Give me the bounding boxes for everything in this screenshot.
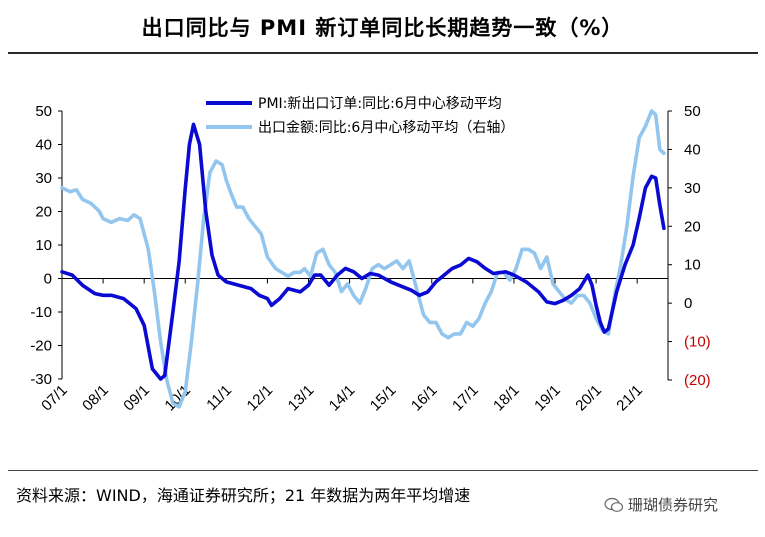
x-tick-label: 20/1 [572,382,605,415]
series-export-line [60,109,666,409]
left-tick-label: 30 [35,170,52,187]
right-tick-label: (20) [684,372,711,389]
left-tick-label: 50 [35,103,52,120]
x-tick-label: 11/1 [203,382,235,414]
title-underline [8,52,758,54]
legend-label: 出口金额:同比:6月中心移动平均（右轴） [258,120,514,136]
x-tick-label: 15/1 [367,382,400,415]
x-tick-label: 17/1 [449,382,482,415]
x-tick-label: 21/1 [613,382,646,415]
chart-area: 50 40 30 20 10 0 -10 -20 -30 50 40 30 20 10 0 (10) (20) 0… [30,96,710,414]
left-tick-label: -30 [30,371,52,388]
series-layer [60,109,666,409]
right-tick-label: 0 [684,295,692,312]
watermark-text: 珊瑚债券研究 [628,496,719,514]
left-tick-label: 40 [35,137,52,154]
footer-rule [8,470,758,471]
right-tick-label: 50 [684,103,701,120]
watermark: 珊瑚债券研究 [604,494,718,515]
chart-title: 出口同比与 PMI 新订单同比长期趋势一致（%） [141,16,624,40]
legend: PMI:新出口订单:同比:6月中心移动平均出口金额:同比:6月中心移动平均（右轴… [206,96,514,136]
left-tick-label: 0 [44,271,52,288]
x-tick-label: 14/1 [326,382,359,415]
axes-layer: 50 40 30 20 10 0 -10 -20 -30 50 40 30 20 10 0 (10) (20) 0… [30,103,710,414]
x-tick-label: 13/1 [285,382,318,415]
right-tick-label: 40 [684,141,701,158]
wechat-icon [604,497,624,512]
x-tick-label: 09/1 [120,382,153,415]
left-tick-label: -10 [30,304,52,321]
series-pmi-line [60,122,666,381]
left-tick-label: 10 [35,237,52,254]
right-tick-label: 10 [684,257,701,274]
x-tick-label: 08/1 [79,382,112,415]
right-tick-label: (10) [684,334,711,351]
right-tick-label: 30 [684,180,701,197]
x-tick-label: 18/1 [490,382,523,415]
legend-label: PMI:新出口订单:同比:6月中心移动平均 [258,96,502,112]
source-note: 资料来源：WIND，海通证券研究所；21 年数据为两年平均增速 [16,486,471,505]
x-tick-label: 19/1 [531,382,564,415]
x-tick-label: 12/1 [244,382,277,415]
right-tick-label: 20 [684,218,701,235]
x-tick-label: 16/1 [408,382,441,415]
left-tick-label: -20 [30,338,52,355]
x-tick-label: 10/1 [161,382,194,415]
left-tick-label: 20 [35,204,52,221]
